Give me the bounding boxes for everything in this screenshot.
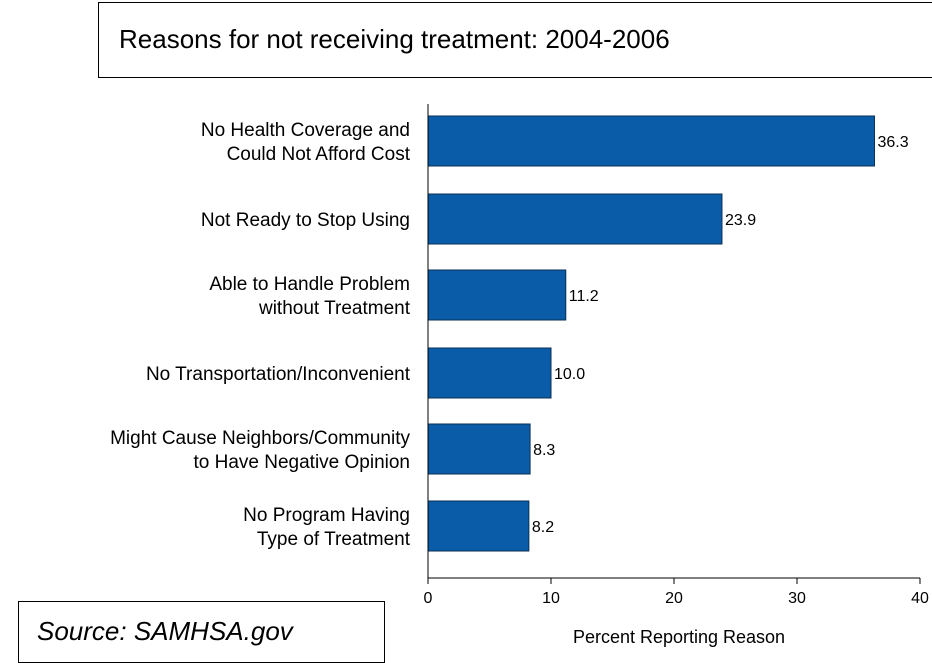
value-label: 23.9 (725, 212, 756, 229)
bar (427, 193, 723, 245)
category-label: No Health Coverage and Could Not Afford C… (201, 120, 411, 165)
x-tick-label: 0 (424, 590, 433, 607)
chart-title: Reasons for not receiving treatment: 200… (119, 24, 670, 54)
category-label: Able to Handle Problem without Treatment (209, 274, 410, 319)
value-label: 8.2 (532, 519, 554, 536)
title-box: Reasons for not receiving treatment: 200… (98, 2, 932, 78)
category-label: Not Ready to Stop Using (201, 210, 410, 231)
value-label: 11.2 (569, 288, 599, 305)
bar (427, 347, 552, 399)
category-label: No Transportation/Inconvenient (146, 364, 411, 385)
bar (427, 269, 567, 321)
bars-layer (427, 115, 875, 552)
x-tick-label: 30 (788, 590, 806, 607)
labels-layer: 36.3 No Health Coverage and Could Not Affo… (110, 120, 909, 550)
bar (427, 115, 875, 167)
source-text: Source: SAMHSA.gov (37, 616, 293, 646)
bar (427, 423, 531, 475)
value-label: 36.3 (877, 134, 908, 151)
value-label: 10.0 (554, 366, 585, 383)
category-label: Might Cause Neighbors/Community to Have N… (110, 428, 410, 473)
bar (427, 500, 530, 552)
value-label: 8.3 (533, 442, 555, 459)
x-tick-label: 20 (665, 590, 683, 607)
x-tick-label: 40 (911, 590, 929, 607)
axes-layer: 0 10 20 30 40 Percent Reporting Reason (424, 104, 929, 647)
x-tick-label: 10 (542, 590, 560, 607)
source-box: Source: SAMHSA.gov (18, 601, 385, 663)
category-label: No Program Having Type of Treatment (243, 505, 411, 550)
x-axis-title: Percent Reporting Reason (573, 627, 785, 647)
